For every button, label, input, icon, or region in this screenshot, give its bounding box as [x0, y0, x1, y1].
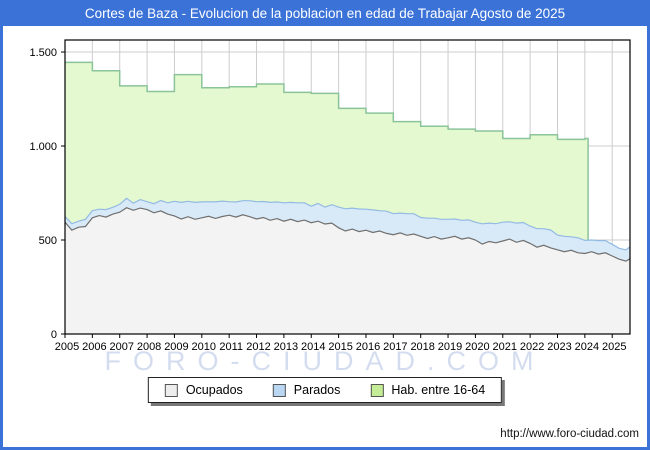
x-tick-label: 2011	[219, 341, 243, 353]
x-tick-label: 2018	[410, 341, 434, 353]
x-tick-label: 2020	[465, 341, 489, 353]
x-tick-label: 2021	[493, 341, 517, 353]
x-tick-label: 2012	[246, 341, 270, 353]
area-parados	[65, 198, 630, 262]
footer-link[interactable]: http://www.foro-ciudad.com	[500, 428, 639, 440]
legend-item-parados: Parados	[272, 383, 341, 397]
y-tick-label: 1.000	[29, 141, 57, 153]
x-tick-label: 2008	[137, 341, 161, 353]
legend-label-ocupados: Ocupados	[185, 383, 243, 397]
legend-item-ocupados: Ocupados	[164, 383, 243, 397]
habitantes-swatch-icon	[370, 383, 384, 397]
x-tick-label: 2009	[164, 341, 188, 353]
x-tick-label: 2017	[383, 341, 407, 353]
title-bar: Cortes de Baza - Evolucion de la poblaci…	[0, 0, 650, 26]
line-habitantes-16-64	[65, 61, 589, 241]
y-tick-label: 0	[51, 329, 57, 341]
ocupados-swatch-icon	[164, 383, 178, 397]
x-tick-label: 2025	[602, 341, 626, 353]
x-tick-label: 2005	[55, 341, 79, 353]
x-tick-label: 2010	[192, 341, 216, 353]
legend-item-habitantes: Hab. entre 16-64	[370, 383, 485, 397]
line-ocupados	[64, 207, 631, 262]
x-tick-label: 2019	[438, 341, 462, 353]
x-tick-label: 2014	[301, 341, 325, 353]
area-habitantes-16-64	[65, 62, 589, 241]
page-title: Cortes de Baza - Evolucion de la poblaci…	[84, 5, 566, 21]
legend: Ocupados Parados Hab. entre 16-64	[147, 377, 503, 403]
line-parados	[64, 197, 631, 251]
x-tick-label: 2015	[328, 341, 352, 353]
x-tick-label: 2007	[109, 341, 133, 353]
x-tick-label: 2016	[356, 341, 380, 353]
legend-label-habitantes: Hab. entre 16-64	[391, 383, 486, 397]
legend-label-parados: Parados	[293, 383, 341, 397]
x-tick-label: 2022	[520, 341, 544, 353]
plot-border	[64, 39, 631, 335]
x-tick-label: 2013	[274, 341, 298, 353]
y-tick-label: 1.500	[29, 47, 57, 59]
parados-swatch-icon	[272, 383, 286, 397]
x-tick-label: 2023	[547, 341, 571, 353]
x-tick-label: 2024	[575, 341, 599, 353]
y-tick-label: 500	[39, 235, 57, 247]
x-tick-label: 2006	[82, 341, 106, 353]
area-ocupados	[65, 207, 630, 334]
